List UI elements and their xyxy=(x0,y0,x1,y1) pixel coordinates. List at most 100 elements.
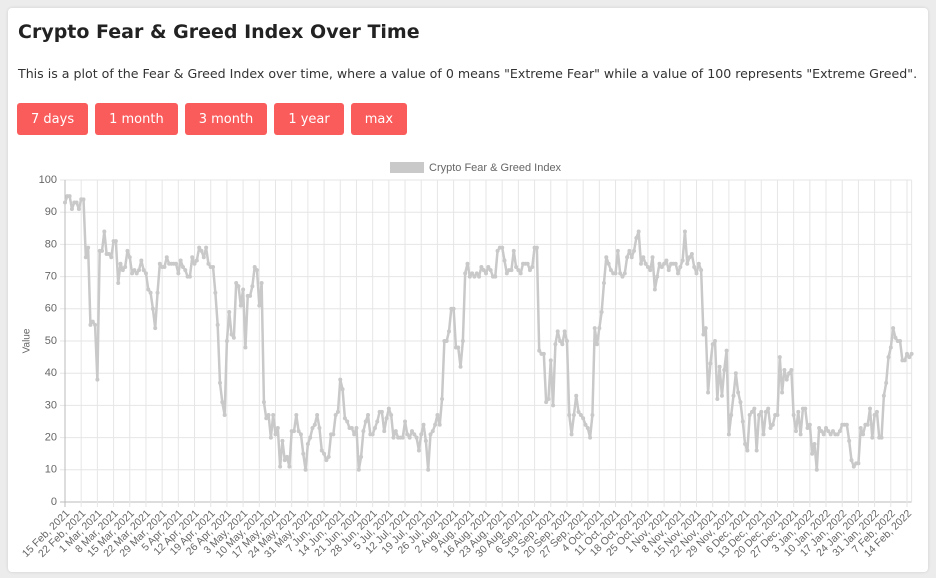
data-point xyxy=(618,271,623,276)
data-point xyxy=(217,380,222,385)
data-point xyxy=(701,332,706,337)
range-button[interactable]: 7 days xyxy=(17,103,89,135)
data-point xyxy=(770,422,775,427)
data-point xyxy=(90,319,95,324)
data-point xyxy=(261,400,266,405)
data-point xyxy=(634,235,639,240)
data-point xyxy=(106,252,111,257)
data-point xyxy=(874,409,879,414)
data-point xyxy=(525,261,530,266)
data-point xyxy=(116,281,121,286)
data-point xyxy=(484,271,488,276)
data-point xyxy=(83,255,88,260)
data-point xyxy=(407,435,412,440)
data-point xyxy=(578,413,583,418)
data-point xyxy=(467,274,472,279)
data-point xyxy=(324,458,329,463)
data-point xyxy=(423,438,428,443)
data-point xyxy=(907,355,912,360)
data-point xyxy=(791,413,796,418)
data-point xyxy=(659,264,664,269)
data-point xyxy=(292,429,297,434)
data-point xyxy=(157,261,162,266)
data-point xyxy=(375,419,380,424)
data-point xyxy=(736,390,741,395)
data-point xyxy=(694,271,699,276)
data-point xyxy=(153,326,158,331)
data-point xyxy=(229,332,234,337)
data-point xyxy=(754,448,759,453)
data-point xyxy=(588,435,593,440)
data-point xyxy=(412,432,417,437)
data-point xyxy=(590,413,595,418)
data-point xyxy=(756,413,761,418)
range-button[interactable]: max xyxy=(350,103,408,135)
data-point xyxy=(620,274,625,279)
y-tick-label: 30 xyxy=(45,399,57,411)
data-point xyxy=(338,377,343,382)
data-point xyxy=(322,451,327,456)
data-point xyxy=(317,425,322,430)
range-button[interactable]: 1 month xyxy=(95,103,178,135)
data-point xyxy=(909,351,914,356)
data-point xyxy=(134,271,139,276)
data-point xyxy=(178,258,183,263)
data-point xyxy=(319,448,324,453)
data-point xyxy=(379,409,384,414)
data-point xyxy=(622,271,627,276)
data-point xyxy=(750,409,755,414)
data-point xyxy=(361,429,366,434)
data-point xyxy=(775,413,780,418)
data-point xyxy=(664,258,669,263)
data-point xyxy=(363,419,368,424)
data-point xyxy=(254,268,259,273)
data-point xyxy=(740,419,745,424)
data-point xyxy=(440,396,445,401)
data-point xyxy=(393,429,398,434)
data-point xyxy=(722,367,727,372)
data-point xyxy=(530,264,535,269)
data-point xyxy=(884,380,889,385)
data-point xyxy=(729,413,734,418)
data-point xyxy=(564,339,569,343)
data-point xyxy=(146,287,151,292)
range-button[interactable]: 3 month xyxy=(184,103,268,135)
data-point xyxy=(372,425,377,430)
data-point xyxy=(472,274,477,279)
data-point xyxy=(405,432,410,437)
data-point xyxy=(486,264,491,269)
data-point xyxy=(243,345,248,350)
data-point xyxy=(717,364,722,369)
data-point xyxy=(278,464,283,469)
data-point xyxy=(585,425,590,430)
data-point xyxy=(257,303,262,308)
data-point xyxy=(222,413,227,418)
data-point xyxy=(812,442,817,447)
data-point xyxy=(141,268,146,273)
data-point xyxy=(733,371,738,376)
data-point xyxy=(648,268,653,273)
data-point xyxy=(370,432,375,437)
data-point xyxy=(685,261,690,266)
data-point xyxy=(738,400,743,405)
data-point xyxy=(400,435,405,440)
data-point xyxy=(726,432,731,437)
y-tick-label: 40 xyxy=(45,367,57,379)
data-point xyxy=(187,274,192,279)
data-point xyxy=(310,425,315,430)
data-point xyxy=(541,351,546,356)
data-point xyxy=(143,271,148,276)
data-point xyxy=(803,406,808,411)
data-point xyxy=(835,432,840,437)
data-point xyxy=(673,261,678,266)
data-point xyxy=(180,264,185,269)
data-point xyxy=(331,432,336,437)
data-point xyxy=(780,390,785,395)
data-point xyxy=(666,268,671,273)
data-point xyxy=(851,464,856,469)
data-point xyxy=(326,454,331,459)
data-point xyxy=(560,342,565,347)
data-point xyxy=(502,258,507,263)
data-point xyxy=(872,413,877,418)
range-button[interactable]: 1 year xyxy=(274,103,344,135)
